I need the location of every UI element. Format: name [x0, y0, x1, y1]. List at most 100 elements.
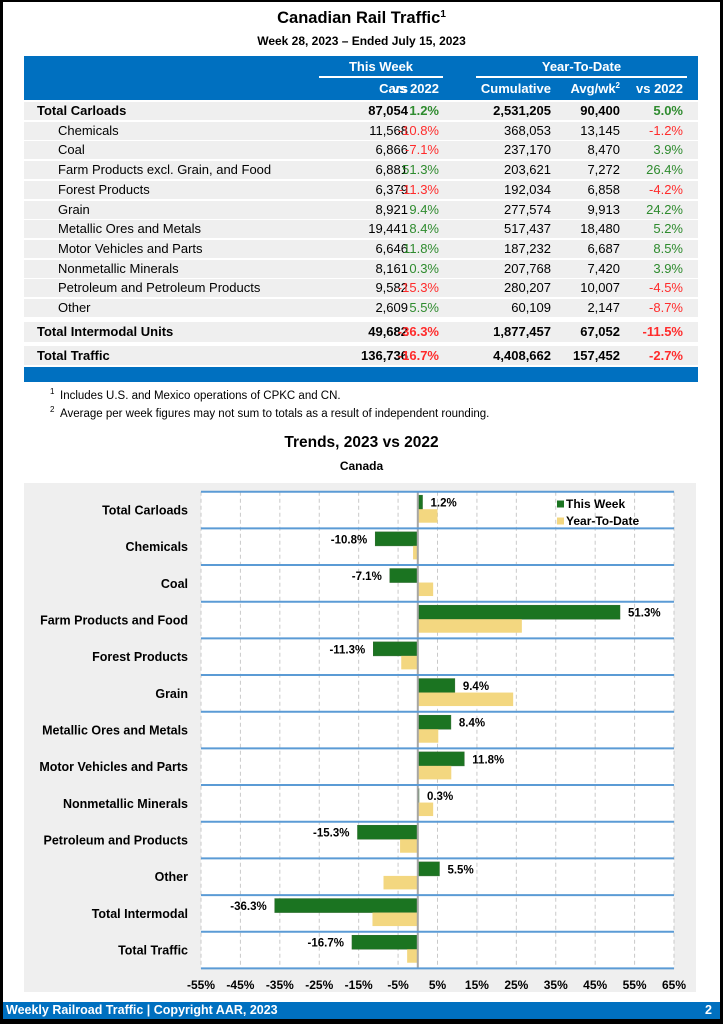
avg-wk-footnote-marker: 2: [615, 81, 620, 90]
ytd-vs-2022-value: 3.9%: [653, 260, 683, 276]
x-tick-label: 65%: [662, 978, 686, 992]
row-label: Petroleum and Petroleum Products: [58, 280, 261, 296]
week-vs-2022-value: -11.3%: [398, 181, 439, 197]
ytd-vs-2022-value: -8.7%: [649, 300, 683, 315]
cumulative-value: 60,109: [511, 300, 551, 315]
data-label-this-week: -16.7%: [308, 938, 344, 950]
data-label-this-week: -36.3%: [230, 901, 266, 913]
table-row: Petroleum and Petroleum Products 9,582 -15…: [24, 279, 698, 298]
data-label-this-week: -7.1%: [352, 571, 382, 583]
x-tick-label: 15%: [465, 978, 489, 992]
trends-bar-chart: -55% -45% -35% -25% -15% -5% 5% 15% 25% 35% 45% 55%…: [39, 490, 686, 992]
group-header-this-week: This Week: [348, 59, 414, 74]
week-vs-2022-value: 5.5%: [409, 300, 439, 315]
row-label: Total Carloads: [37, 103, 127, 118]
cars-value: 11,568: [369, 122, 408, 138]
page-footer: Weekly Railroad Traffic | Copyright AAR,…: [3, 1002, 720, 1019]
avg-wk-value: 8,470: [587, 142, 620, 158]
bar-this-week: [351, 934, 419, 950]
row-label: Total Intermodal Units: [37, 324, 174, 339]
chart-panel: -55% -45% -35% -25% -15% -5% 5% 15% 25% 35% 45% 55%…: [24, 483, 696, 992]
footnote-text: Includes U.S. and Mexico operations of C…: [60, 390, 341, 402]
avg-wk-value: 6,858: [587, 181, 620, 197]
bar-year-to-date: [401, 655, 418, 670]
cumulative-value: 280,207: [504, 280, 551, 296]
ytd-vs-2022-value: 26.4%: [646, 162, 683, 178]
avg-wk-value: 10,007: [580, 280, 620, 296]
x-tick-label: 45%: [583, 978, 607, 992]
row-label: Metallic Ores and Metals: [58, 221, 202, 237]
avg-wk-value: 67,052: [580, 324, 620, 339]
row-label: Grain: [58, 201, 90, 217]
bar-year-to-date: [417, 509, 438, 523]
week-vs-2022-value: 8.4%: [409, 221, 439, 237]
bar-this-week: [389, 568, 419, 583]
row-label: Forest Products: [58, 181, 150, 197]
category-label: Metallic Ores and Metals: [42, 724, 188, 738]
row-label: Farm Products excl. Grain, and Food: [58, 162, 272, 178]
avg-wk-value: 9,913: [587, 201, 620, 217]
table-row: Chemicals 11,568 -10.8% 368,053 13,145 -1.2%: [24, 121, 698, 140]
page-title: Canadian Rail Traffic1: [0, 8, 723, 28]
cumulative-value: 368,053: [504, 122, 551, 138]
category-label: Forest Products: [92, 650, 188, 664]
bar-this-week: [417, 714, 452, 730]
category-label: Nonmetallic Minerals: [63, 797, 188, 811]
week-vs-2022-value: -15.3%: [397, 280, 439, 296]
avg-wk-value: 7,272: [587, 162, 620, 178]
bar-this-week: [374, 531, 419, 547]
table-bottom-bar: [24, 367, 698, 382]
cumulative-value: 207,768: [504, 260, 551, 276]
avg-wk-value: 6,687: [587, 240, 620, 256]
footnote-marker: 2: [50, 405, 55, 414]
table-row: Total Intermodal Units 49,682 -36.3% 1,877,…: [24, 322, 698, 342]
x-tick-label: -25%: [305, 978, 333, 992]
bar-year-to-date: [417, 692, 514, 707]
cumulative-value: 517,437: [504, 221, 551, 237]
x-tick-label: -35%: [266, 978, 294, 992]
ytd-vs-2022-value: -4.2%: [649, 181, 683, 197]
cumulative-value: 237,170: [504, 142, 551, 158]
week-vs-2022-value: 11.8%: [403, 240, 439, 256]
bar-year-to-date: [372, 912, 418, 927]
chart-subtitle: Canada: [339, 459, 384, 473]
data-label-this-week: 0.3%: [427, 791, 453, 803]
week-vs-2022-value: 0.3%: [409, 260, 439, 276]
bar-this-week: [417, 861, 440, 877]
ytd-vs-2022-value: -11.5%: [642, 324, 683, 339]
cumulative-value: 1,877,457: [493, 324, 551, 339]
week-vs-2022-value: 9.4%: [409, 201, 439, 217]
group-underline-year-to-date: [476, 76, 687, 78]
x-tick-label: 35%: [544, 978, 568, 992]
category-label: Chemicals: [125, 540, 188, 554]
x-tick-label: 5%: [429, 978, 447, 992]
footer-text: Weekly Railroad Traffic | Copyright AAR,…: [6, 1003, 278, 1017]
legend-label-this-week: This Week: [566, 497, 625, 511]
avg-wk-value: 18,480: [580, 221, 620, 237]
week-vs-2022-value: 1.2%: [409, 103, 439, 118]
table-row: Forest Products 6,379 -11.3% 192,034 6,858 -4…: [24, 180, 698, 199]
footnote-text: Average per week figures may not sum to …: [60, 408, 490, 420]
data-label-this-week: 5.5%: [447, 864, 473, 876]
category-label: Farm Products and Food: [40, 614, 188, 628]
cumulative-value: 187,232: [504, 240, 551, 256]
data-label-this-week: -15.3%: [313, 828, 349, 840]
category-label: Grain: [155, 687, 188, 701]
cars-value: 49,682: [368, 324, 408, 339]
column-header-vs-2022: vs 2022: [392, 81, 439, 96]
bar-year-to-date: [413, 545, 418, 560]
title-footnote-marker: 1: [440, 9, 446, 20]
ytd-vs-2022-value: -4.5%: [649, 280, 683, 296]
bar-this-week: [417, 751, 465, 767]
cars-value: 6,866: [375, 142, 408, 158]
data-label-this-week: -11.3%: [329, 644, 365, 656]
cumulative-value: 4,408,662: [493, 348, 551, 363]
week-vs-2022-value: -10.8%: [397, 122, 439, 138]
bar-year-to-date: [383, 875, 418, 890]
bar-year-to-date: [417, 765, 452, 780]
bar-this-week: [417, 604, 621, 620]
cars-value: 136,736: [361, 348, 408, 363]
x-tick-label: -45%: [226, 978, 254, 992]
bar-year-to-date: [407, 949, 418, 963]
cars-value: 8,161: [375, 260, 408, 276]
